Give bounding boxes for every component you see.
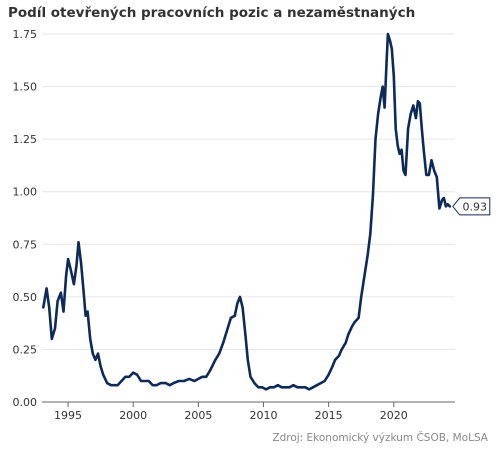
last-value-label: 0.93 [452,197,491,216]
series-layer [42,32,452,391]
y-tick-label: 0.75 [13,238,38,251]
x-tick-label: 1995 [54,409,82,422]
x-axis-tick-labels: 1995 2000 2005 2010 2015 2020 [54,409,408,422]
y-tick-label: 1.25 [13,133,38,146]
source-note: Zdroj: Ekonomický výzkum ČSOB, MoLSA [272,432,488,444]
y-tick-label: 0.25 [13,343,38,356]
x-tick-label: 2005 [184,409,212,422]
last-value-callout [452,197,491,216]
series-line [42,32,452,391]
y-tick-label: 0.50 [13,291,38,304]
axes [42,401,455,407]
x-tick-label: 2010 [249,409,277,422]
y-axis-tick-labels: 0.00 0.25 0.50 0.75 1.00 1.25 1.50 1.75 [13,28,38,409]
x-tick-label: 2020 [380,409,408,422]
grid-lines [42,33,455,350]
y-tick-label: 1.50 [13,81,38,94]
y-tick-label: 0.00 [13,396,38,409]
x-tick-label: 2015 [315,409,343,422]
chart-title: Podíl otevřených pracovních pozic a neza… [8,5,416,21]
last-value-text: 0.93 [463,200,488,213]
x-tick-label: 2000 [119,409,147,422]
y-tick-label: 1.00 [13,186,38,199]
y-tick-label: 1.75 [13,28,38,41]
